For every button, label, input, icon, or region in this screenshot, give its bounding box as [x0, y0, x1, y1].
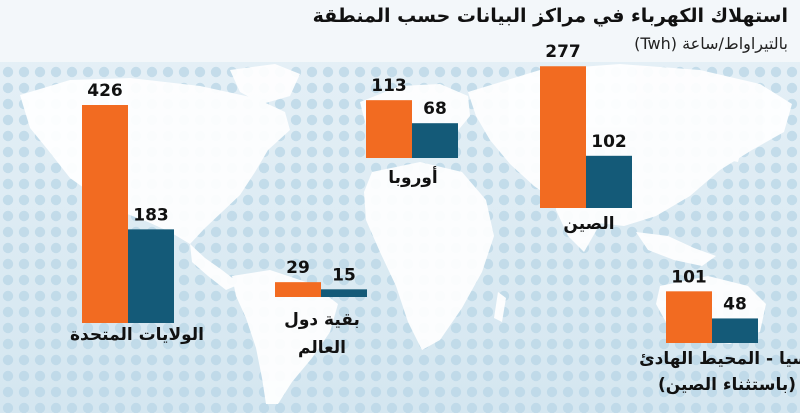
bar-orange: [540, 66, 586, 208]
region-group: 113 68 أوروبا: [366, 76, 458, 188]
bar-orange: [275, 282, 321, 297]
bar-teal: [412, 123, 458, 158]
bar-value-label: 15: [332, 265, 356, 285]
bar-teal: [712, 318, 758, 343]
bar-value-label: 277: [545, 42, 581, 62]
bar-teal: [128, 229, 174, 323]
chart-title: استهلاك الكهرباء في مراكز البيانات حسب ا…: [313, 5, 788, 27]
region-label: آسيا - المحيط الهادئ: [639, 347, 800, 369]
region-label: الصين: [563, 214, 614, 234]
region-label: العالم: [298, 338, 346, 358]
region-group: 29 15 بقية دول العالم: [275, 258, 367, 358]
region-label: أوروبا: [388, 166, 438, 188]
region-label: (باستثناء الصين): [658, 375, 796, 395]
region-label: بقية دول: [284, 310, 360, 330]
region-group: 277 102 الصين: [540, 42, 632, 234]
bars-layer: 426 183 الولايات المتحدة 29 15 بقية دول العالم…: [70, 42, 800, 395]
bar-value-label: 113: [371, 76, 407, 96]
region-group: 426 183 الولايات المتحدة: [70, 81, 204, 345]
region-group: 101 48 آسيا - المحيط الهادئ (باستثناء الصين…: [639, 267, 800, 395]
bar-orange: [82, 105, 128, 323]
bar-value-label: 101: [671, 267, 707, 287]
bar-teal: [586, 155, 632, 208]
world-map-background: [20, 64, 792, 404]
bar-value-label: 48: [723, 294, 747, 314]
bar-orange: [366, 100, 412, 158]
bar-value-label: 183: [133, 205, 169, 225]
bar-orange: [666, 291, 712, 343]
bar-teal: [321, 289, 367, 297]
bar-value-label: 102: [591, 132, 627, 152]
region-label: الولايات المتحدة: [70, 325, 204, 345]
bar-value-label: 426: [87, 81, 123, 101]
bar-value-label: 68: [423, 99, 447, 119]
chart-subtitle: بالتيراواط/ساعة (Twh): [634, 34, 788, 54]
bar-value-label: 29: [286, 258, 310, 278]
chart-title-group: استهلاك الكهرباء في مراكز البيانات حسب ا…: [313, 5, 788, 54]
